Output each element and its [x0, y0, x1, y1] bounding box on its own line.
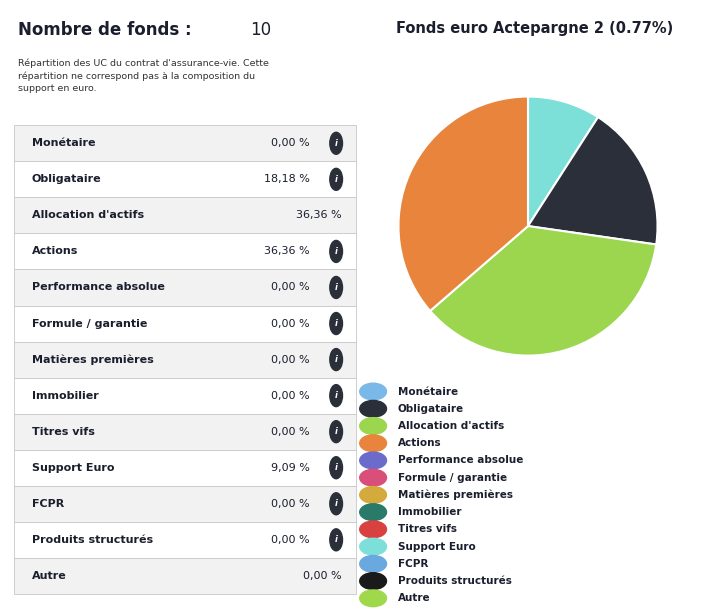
Bar	[14, 197, 356, 233]
Bar	[14, 342, 356, 378]
Circle shape	[360, 452, 386, 469]
Bar	[14, 269, 356, 306]
Text: 36,36 %: 36,36 %	[296, 210, 341, 221]
Bar	[14, 486, 356, 522]
Text: Immobilier: Immobilier	[398, 507, 461, 517]
Text: Performance absolue: Performance absolue	[32, 282, 165, 293]
Text: 0,00 %: 0,00 %	[271, 318, 310, 329]
Circle shape	[329, 456, 343, 478]
Text: i: i	[334, 463, 338, 472]
Text: 0,00 %: 0,00 %	[271, 138, 310, 148]
Text: 9,09 %: 9,09 %	[271, 463, 310, 473]
Text: Support Euro: Support Euro	[398, 541, 475, 552]
Circle shape	[329, 240, 343, 262]
Text: Actions: Actions	[32, 246, 78, 257]
Text: Répartition des UC du contrat d'assurance-vie. Cette
répartition ne correspond p: Répartition des UC du contrat d'assuranc…	[18, 58, 268, 93]
Text: i: i	[334, 355, 338, 364]
Text: 0,00 %: 0,00 %	[271, 426, 310, 437]
Bar	[14, 161, 356, 197]
Circle shape	[329, 492, 343, 514]
Text: Immobilier: Immobilier	[32, 390, 99, 401]
Wedge shape	[528, 117, 658, 244]
Circle shape	[360, 486, 386, 503]
Text: i: i	[334, 247, 338, 256]
Text: Actions: Actions	[398, 438, 441, 448]
Wedge shape	[430, 226, 656, 356]
Text: Fonds euro Actepargne 2 (0.77%): Fonds euro Actepargne 2 (0.77%)	[396, 21, 674, 37]
Circle shape	[329, 385, 343, 407]
Text: 0,00 %: 0,00 %	[303, 571, 341, 581]
Wedge shape	[528, 97, 598, 226]
Bar	[14, 233, 356, 269]
Circle shape	[360, 435, 386, 452]
Circle shape	[329, 133, 343, 155]
Text: Matières premières: Matières premières	[32, 354, 153, 365]
Text: 0,00 %: 0,00 %	[271, 354, 310, 365]
Text: Performance absolue: Performance absolue	[398, 455, 523, 466]
Text: Titres vifs: Titres vifs	[32, 426, 94, 437]
Circle shape	[360, 504, 386, 521]
Text: 36,36 %: 36,36 %	[264, 246, 310, 257]
Text: Allocation d'actifs: Allocation d'actifs	[398, 421, 504, 431]
Text: 10: 10	[250, 21, 271, 39]
Bar	[14, 414, 356, 450]
Circle shape	[360, 538, 386, 555]
Circle shape	[329, 348, 343, 370]
Bar	[14, 125, 356, 161]
Text: 0,00 %: 0,00 %	[271, 535, 310, 545]
Text: i: i	[334, 499, 338, 508]
Text: i: i	[334, 427, 338, 436]
Text: Produits structurés: Produits structurés	[398, 576, 512, 586]
Text: i: i	[334, 391, 338, 400]
Text: Autre: Autre	[32, 571, 66, 581]
Text: Obligataire: Obligataire	[32, 174, 101, 185]
Text: FCPR: FCPR	[32, 499, 64, 509]
Bar	[14, 450, 356, 486]
Circle shape	[360, 555, 386, 572]
Circle shape	[329, 276, 343, 299]
Text: Allocation d'actifs: Allocation d'actifs	[32, 210, 144, 221]
Text: 0,00 %: 0,00 %	[271, 390, 310, 401]
Circle shape	[360, 521, 386, 538]
Text: Formule / garantie: Formule / garantie	[398, 473, 507, 483]
Bar	[14, 306, 356, 342]
Bar	[14, 558, 356, 594]
Text: Nombre de fonds :: Nombre de fonds :	[18, 21, 197, 39]
Bar	[14, 378, 356, 414]
Text: 0,00 %: 0,00 %	[271, 282, 310, 293]
Text: FCPR: FCPR	[398, 559, 428, 569]
Circle shape	[360, 590, 386, 607]
Circle shape	[360, 573, 386, 590]
Bar	[14, 522, 356, 558]
Text: i: i	[334, 139, 338, 148]
Text: 18,18 %: 18,18 %	[264, 174, 310, 185]
Text: Produits structurés: Produits structurés	[32, 535, 153, 545]
Text: 0,00 %: 0,00 %	[271, 499, 310, 509]
Circle shape	[360, 418, 386, 434]
Text: i: i	[334, 535, 338, 544]
Text: i: i	[334, 283, 338, 292]
Circle shape	[329, 529, 343, 551]
Text: Formule / garantie: Formule / garantie	[32, 318, 147, 329]
Wedge shape	[398, 97, 528, 311]
Text: Obligataire: Obligataire	[398, 404, 464, 414]
Text: Support Euro: Support Euro	[32, 463, 114, 473]
Text: i: i	[334, 319, 338, 328]
Text: Matières premières: Matières premières	[398, 489, 513, 500]
Text: Monétaire: Monétaire	[398, 387, 458, 397]
Circle shape	[360, 400, 386, 417]
Text: i: i	[334, 175, 338, 184]
Text: Autre: Autre	[398, 593, 430, 603]
Circle shape	[360, 469, 386, 486]
Circle shape	[329, 420, 343, 442]
Text: Titres vifs: Titres vifs	[398, 524, 457, 535]
Circle shape	[329, 312, 343, 335]
Circle shape	[329, 168, 343, 190]
Text: Monétaire: Monétaire	[32, 138, 95, 148]
Circle shape	[360, 383, 386, 400]
